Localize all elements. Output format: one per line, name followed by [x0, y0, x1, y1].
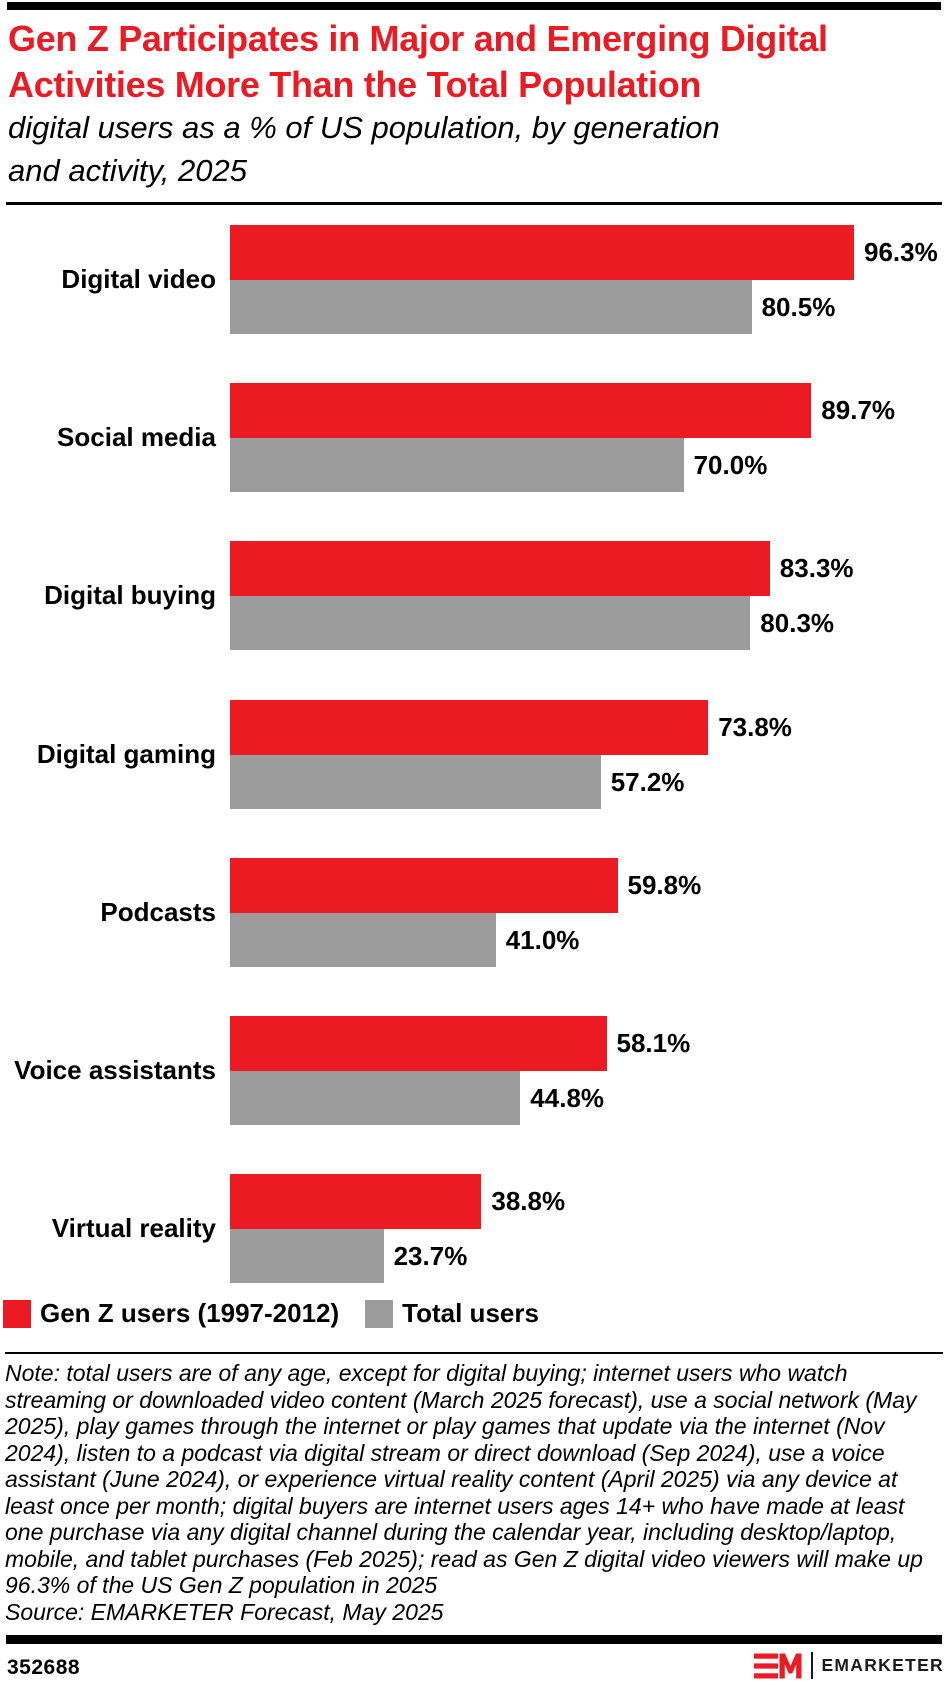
legend-swatch-genz [3, 1299, 31, 1328]
total-value-label: 80.5% [761, 291, 836, 322]
chart-row: Virtual reality 38.8% 23.7% [0, 1174, 948, 1283]
chart-row: Digital video 96.3% 80.5% [0, 225, 948, 334]
legend-swatch-total [365, 1299, 394, 1328]
legend-label-total: Total users [402, 1298, 539, 1328]
bar-line: 58.1% [230, 1016, 948, 1071]
total-value-label: 57.2% [610, 766, 685, 797]
category-label: Podcasts [100, 897, 216, 927]
bar-group: 38.8% 23.7% [230, 1174, 948, 1283]
bar-line: 96.3% [230, 225, 948, 280]
genz-bar [230, 383, 812, 438]
genz-bar [230, 858, 618, 913]
category-label: Digital video [61, 264, 216, 294]
legend-item-genz: Gen Z users (1997-2012) [3, 1298, 339, 1329]
footnote-rule [5, 1352, 943, 1354]
genz-value-label: 38.8% [491, 1186, 566, 1216]
total-bar [230, 1071, 521, 1125]
legend: Gen Z users (1997-2012) Total users [3, 1298, 539, 1329]
page-title: Gen Z Participates in Major and Emerging… [8, 16, 940, 108]
genz-bar [230, 1174, 482, 1229]
bar-line: 38.8% [230, 1174, 948, 1229]
category-label: Digital gaming [36, 739, 216, 769]
total-value-label: 23.7% [393, 1240, 468, 1271]
chart-row: Social media 89.7% 70.0% [0, 383, 948, 492]
bar-line: 57.2% [230, 755, 948, 809]
total-value-label: 41.0% [505, 924, 580, 955]
genz-bar [230, 541, 770, 596]
page-title-line-1: Gen Z Participates in Major and Emerging… [8, 18, 828, 59]
note-text: Note: total users are of any age, except… [5, 1360, 923, 1598]
bar-line: 80.5% [230, 280, 948, 334]
bar-line: 44.8% [230, 1071, 948, 1125]
bar-line: 83.3% [230, 541, 948, 596]
chart-id: 352688 [7, 1656, 81, 1679]
bar-line: 23.7% [230, 1229, 948, 1283]
bar-line: 41.0% [230, 913, 948, 967]
top-rule [7, 2, 941, 10]
category-label: Social media [57, 422, 216, 452]
total-bar [230, 596, 751, 650]
header-rule [6, 202, 942, 205]
note-block: Note: total users are of any age, except… [5, 1360, 940, 1625]
genz-value-label: 58.1% [616, 1028, 691, 1058]
genz-value-label: 59.8% [627, 870, 702, 900]
total-value-label: 44.8% [530, 1082, 605, 1113]
emarketer-logo: EMARKETER [754, 1652, 944, 1679]
page-title-line-2: Activities More Than the Total Populatio… [8, 64, 702, 105]
genz-value-label: 96.3% [864, 237, 938, 267]
legend-item-total: Total users [365, 1298, 539, 1329]
total-bar [230, 280, 752, 334]
logo-wordmark: EMARKETER [821, 1655, 944, 1675]
category-label: Digital buying [44, 580, 216, 610]
genz-value-label: 73.8% [718, 712, 792, 742]
bar-line: 80.3% [230, 596, 948, 650]
chart-row: Digital buying 83.3% 80.3% [0, 541, 948, 650]
genz-value-label: 89.7% [821, 395, 896, 425]
genz-bar [230, 1016, 607, 1071]
total-bar [230, 438, 684, 492]
legend-label-genz: Gen Z users (1997-2012) [40, 1298, 340, 1328]
category-label: Virtual reality [51, 1213, 216, 1243]
bar-line: 89.7% [230, 383, 948, 438]
em-monogram-icon [754, 1653, 802, 1678]
logo-divider [811, 1652, 814, 1679]
genz-bar [230, 700, 709, 755]
genz-bar [230, 225, 854, 280]
total-value-label: 70.0% [693, 449, 768, 480]
bar-group: 58.1% 44.8% [230, 1016, 948, 1125]
bar-group: 89.7% 70.0% [230, 383, 948, 492]
category-label: Voice assistants [14, 1055, 216, 1085]
genz-value-label: 83.3% [779, 553, 854, 583]
bar-group: 96.3% 80.5% [230, 225, 948, 334]
total-bar [230, 1229, 384, 1283]
chart-row: Voice assistants 58.1% 44.8% [0, 1016, 948, 1125]
footer-rule [6, 1635, 942, 1644]
bar-line: 73.8% [230, 700, 948, 755]
source-text: Source: EMARKETER Forecast, May 2025 [5, 1598, 444, 1625]
chart-subtitle-line-2: and activity, 2025 [8, 153, 247, 188]
bar-group: 73.8% 57.2% [230, 700, 948, 809]
total-value-label: 80.3% [760, 607, 835, 638]
bar-group: 59.8% 41.0% [230, 858, 948, 967]
chart-subtitle-line-1: digital users as a % of US population, b… [8, 110, 720, 145]
chart-row: Podcasts 59.8% 41.0% [0, 858, 948, 967]
bar-line: 70.0% [230, 438, 948, 492]
total-bar [230, 755, 601, 809]
total-bar [230, 913, 496, 967]
chart-row: Digital gaming 73.8% 57.2% [0, 700, 948, 809]
bar-line: 59.8% [230, 858, 948, 913]
bar-group: 83.3% 80.3% [230, 541, 948, 650]
chart-subtitle: digital users as a % of US population, b… [8, 106, 940, 192]
